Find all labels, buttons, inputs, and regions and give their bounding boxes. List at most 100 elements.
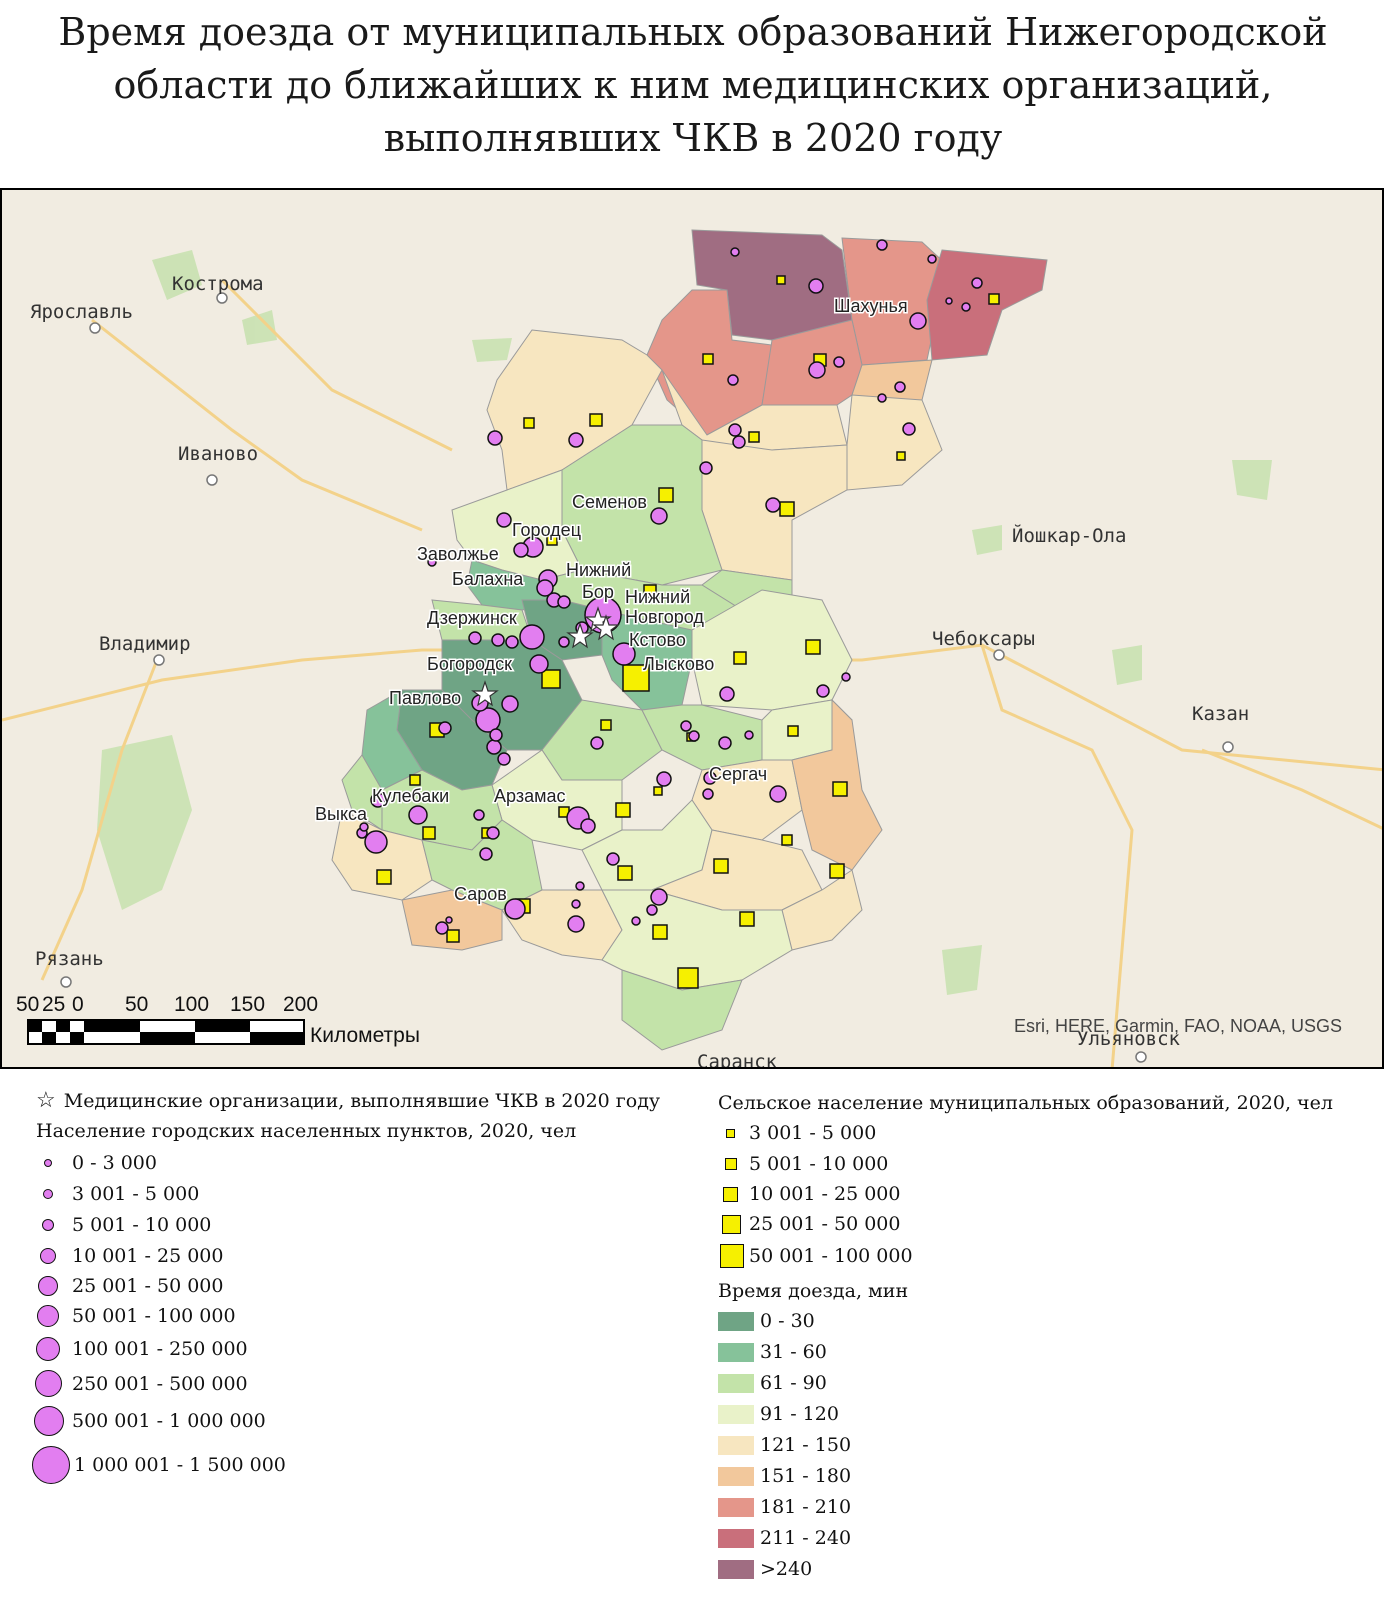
district-pochinki <box>621 969 743 1051</box>
city-label-kostroma: Кострома <box>172 273 264 295</box>
city-label-kstovo: Кстово <box>629 630 686 650</box>
urban-circle <box>571 899 581 909</box>
square-icon <box>723 1186 738 1202</box>
city-label-vladimir: Владимир <box>99 633 191 655</box>
urban-circle <box>427 557 437 567</box>
rural-square <box>677 967 699 989</box>
urban-circle <box>486 826 500 840</box>
scale-bar: 50 25 0 50 100 150 200 Километры <box>16 993 420 1047</box>
rural-square <box>781 834 793 846</box>
city-label-balakhna: Балахна <box>452 569 524 589</box>
scale-tick-25: 25 <box>42 993 65 1016</box>
urban-population-circles[interactable] <box>356 239 983 935</box>
city-label-bor: Бор <box>582 582 614 602</box>
legend-time-label: 0 - 30 <box>760 1310 815 1332</box>
urban-circle <box>445 916 453 924</box>
urban-circle <box>606 852 620 866</box>
urban-circle <box>656 771 672 787</box>
district-tonkino-east <box>846 394 943 491</box>
district-navashino <box>341 754 383 831</box>
city-label-saransk: Саранск <box>697 1051 778 1069</box>
legend-urban-label: 25 001 - 50 000 <box>72 1275 224 1297</box>
urban-circle <box>699 461 713 475</box>
region-city-labels: Шахунья Семенов Городец Заволжье Балахна… <box>314 295 910 906</box>
legend-time-row: 151 - 180 <box>718 1465 851 1487</box>
urban-circle <box>650 507 668 525</box>
square-icon <box>720 1244 744 1268</box>
legend-time-row: 121 - 150 <box>718 1434 851 1456</box>
urban-circle <box>646 904 658 916</box>
rural-square <box>733 651 747 665</box>
scale-tick-50-left: 50 <box>16 993 39 1016</box>
urban-circle <box>558 636 570 648</box>
urban-circle <box>575 881 585 891</box>
map-attribution: Esri, HERE, Garmin, FAO, NOAA, USGS <box>1013 1016 1342 1036</box>
rural-square <box>805 639 821 655</box>
legend-time-row: >240 <box>718 1558 812 1580</box>
urban-circle <box>590 736 604 750</box>
legend-time-label: 151 - 180 <box>760 1465 852 1487</box>
city-label-sergach: Сергач <box>709 764 767 784</box>
urban-circle <box>945 297 953 305</box>
title-line-3: выполнявших ЧКВ в 2020 году <box>383 116 1003 160</box>
legend-urban-row: 250 001 - 500 000 <box>35 1370 248 1397</box>
rural-square <box>829 863 845 879</box>
urban-circle <box>513 542 529 558</box>
legend-urban-label: 100 001 - 250 000 <box>72 1338 248 1360</box>
legend-urban-label: 1 000 001 - 1 500 000 <box>74 1454 286 1476</box>
urban-circle <box>501 695 519 713</box>
urban-circle <box>364 830 388 854</box>
urban-circle <box>927 254 937 264</box>
legend-pci-row: ☆ Медицинские организации, выполнявшие Ч… <box>36 1090 660 1113</box>
circle-icon <box>42 1219 54 1231</box>
pci-hospital-stars[interactable] <box>471 606 620 707</box>
scale-unit-label: Километры <box>310 1024 420 1047</box>
legend-urban-label: 50 001 - 100 000 <box>72 1305 236 1327</box>
legend-time-row: 181 - 210 <box>718 1496 851 1518</box>
city-label-pavlovo: Павлово <box>389 688 461 708</box>
urban-circle <box>631 916 641 926</box>
city-label-arzamas: Арзамас <box>494 786 565 806</box>
rural-square <box>615 802 631 818</box>
map-frame[interactable]: Кострома Ярославль Иваново Владимир Йошк… <box>0 188 1384 1069</box>
rural-square <box>541 669 561 689</box>
urban-circle <box>769 785 787 803</box>
urban-circle <box>702 788 714 800</box>
legend-time-label: >240 <box>760 1558 813 1580</box>
pci-star <box>471 680 499 707</box>
city-label-yaroslavl: Ярославль <box>30 301 133 323</box>
district-bolshoemurashkino <box>641 704 763 771</box>
urban-circle <box>473 809 485 821</box>
circle-icon <box>34 1406 64 1436</box>
urban-circle <box>486 739 502 755</box>
circle-icon <box>43 1189 53 1199</box>
legend-rural-label: 3 001 - 5 000 <box>749 1122 877 1144</box>
basemap-forests <box>97 250 1272 995</box>
urban-circle <box>961 302 971 312</box>
legend-rural-label: 25 001 - 50 000 <box>749 1213 901 1235</box>
urban-circle <box>909 312 927 330</box>
city-label-novgorod: Новгород <box>625 607 704 627</box>
scale-tick-0: 0 <box>72 993 84 1016</box>
legend-urban-row: 1 000 001 - 1 500 000 <box>32 1446 286 1484</box>
legend-urban-label: 10 001 - 25 000 <box>72 1245 224 1267</box>
urban-circle <box>557 595 571 609</box>
circle-icon <box>37 1305 59 1327</box>
legend-rural-row: 5 001 - 10 000 <box>725 1153 888 1175</box>
rural-square <box>748 431 760 443</box>
map-title: Время доезда от муниципальных образовани… <box>0 6 1386 165</box>
map-canvas[interactable]: Кострома Ярославль Иваново Владимир Йошк… <box>2 190 1384 1069</box>
rural-square <box>546 534 558 546</box>
legend-rural-title: Сельское население муниципальных образов… <box>718 1092 1333 1114</box>
urban-circle <box>438 721 452 735</box>
legend-rural-label: 50 001 - 100 000 <box>749 1245 913 1267</box>
urban-circle <box>877 393 887 403</box>
city-label-dzerzhinsk: Дзержинск <box>427 608 517 628</box>
legend-time-row: 31 - 60 <box>718 1341 827 1363</box>
rural-square <box>779 501 795 517</box>
urban-circle <box>732 435 746 449</box>
urban-circle <box>496 512 512 528</box>
legend-time-row: 0 - 30 <box>718 1310 815 1332</box>
outside-city-markers <box>60 292 1234 1063</box>
time-swatch <box>718 1497 754 1517</box>
